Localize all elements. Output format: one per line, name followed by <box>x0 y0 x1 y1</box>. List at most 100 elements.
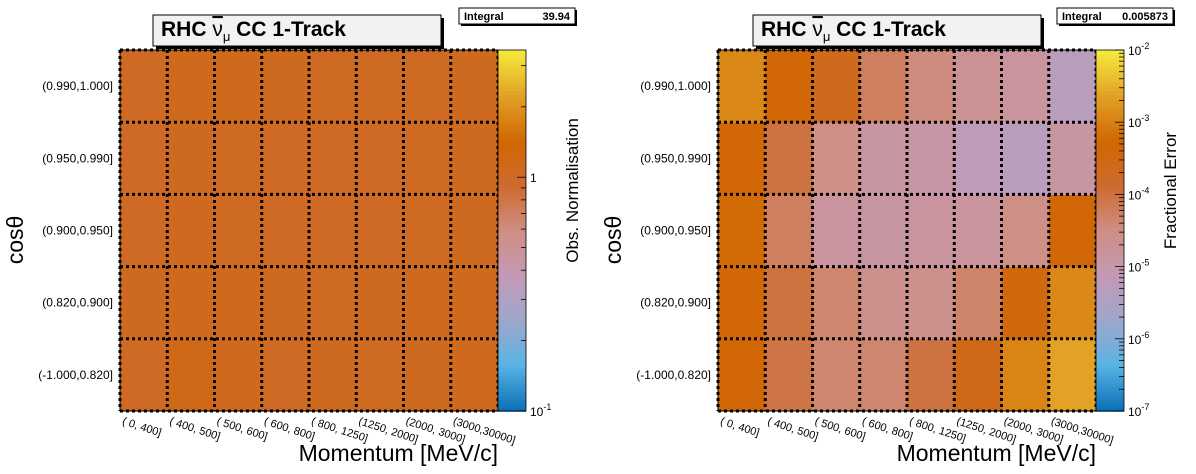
color-scale-step <box>498 214 526 220</box>
color-scale-step <box>1096 390 1124 396</box>
tick-exponent: -6 <box>1141 330 1149 340</box>
heatmap-cell <box>214 122 263 195</box>
color-scale-step <box>498 390 526 396</box>
x-axis-title: Momentum [MeV/c] <box>897 440 1096 466</box>
heatmap-cell <box>812 50 861 123</box>
color-scale-step <box>1096 314 1124 320</box>
color-scale-step <box>498 110 526 115</box>
x-tick-label: ( 500, 600] <box>215 415 269 443</box>
color-scale-step <box>1096 78 1124 83</box>
color-scale-step <box>498 74 526 79</box>
color-scale-step <box>1096 158 1124 164</box>
heatmap-cell <box>356 194 405 268</box>
color-scale-step <box>498 310 526 316</box>
heatmap-cell <box>309 338 357 412</box>
heatmap-cell <box>1048 338 1097 412</box>
x-axis-title: Momentum [MeV/c] <box>299 440 498 466</box>
color-scale-step <box>498 162 526 168</box>
color-scale-step <box>498 394 526 400</box>
color-scale-step <box>498 58 526 63</box>
color-scale-step <box>498 314 526 320</box>
color-scale-step <box>1096 182 1124 188</box>
heatmap-cell <box>1001 194 1050 268</box>
heatmap-cell <box>859 266 908 340</box>
color-scale-step <box>1096 334 1124 340</box>
color-scale-step <box>1096 398 1124 404</box>
color-scale-step <box>1096 258 1124 264</box>
color-scale-step <box>1096 386 1124 392</box>
color-scale-tick-label: 10-4 <box>1128 185 1149 202</box>
color-scale-step <box>498 150 526 156</box>
color-scale-step <box>498 126 526 132</box>
color-scale-step <box>1096 322 1124 328</box>
heatmap-cell <box>167 194 216 268</box>
heatmap-cell <box>765 266 814 340</box>
x-tick-label: ( 0, 400] <box>719 415 761 439</box>
heatmap-cell <box>954 122 1003 195</box>
title-prefix: RHC <box>761 18 812 41</box>
color-scale-step <box>498 86 526 91</box>
color-scale-step <box>498 282 526 288</box>
color-scale-step <box>1096 266 1124 272</box>
color-scale-step <box>1096 138 1124 144</box>
color-scale-step <box>498 350 526 356</box>
color-scale-step <box>1096 142 1124 148</box>
color-scale-step <box>1096 170 1124 176</box>
stats-label: Integral <box>1062 11 1102 23</box>
color-scale-step <box>1096 246 1124 252</box>
tick-mantissa: 10 <box>1128 405 1142 419</box>
heatmap-cell <box>214 266 263 340</box>
tick-exponent: -4 <box>1141 185 1149 195</box>
color-scale-step <box>1096 330 1124 336</box>
color-scale-step <box>1096 402 1124 408</box>
color-scale-step <box>498 246 526 252</box>
heatmap-cell <box>1001 122 1050 195</box>
color-scale-step <box>498 166 526 172</box>
color-scale-step <box>1096 202 1124 208</box>
color-scale-step <box>1096 366 1124 372</box>
color-scale-step <box>1096 298 1124 304</box>
color-scale-step <box>1096 238 1124 244</box>
color-scale-step <box>1096 358 1124 364</box>
heatmap-cell <box>120 50 168 123</box>
color-scale-step <box>1096 146 1124 152</box>
heatmap-cell <box>356 122 405 195</box>
color-scale-step <box>498 170 526 176</box>
y-axis-title: cosθ <box>2 216 28 265</box>
color-scale-step <box>498 330 526 336</box>
color-scale-step <box>1096 162 1124 168</box>
color-scale-step <box>1096 90 1124 95</box>
color-scale-step <box>498 326 526 332</box>
heatmap-cell <box>954 194 1003 268</box>
heatmap-cell <box>167 50 216 123</box>
color-scale-step <box>1096 94 1124 99</box>
color-scale-step <box>498 362 526 368</box>
stats-box <box>1056 7 1174 25</box>
y-tick-label: (0.990,1.000] <box>42 79 113 93</box>
color-scale-step <box>498 190 526 196</box>
color-scale-step <box>1096 294 1124 300</box>
x-tick-label: ( 400, 500] <box>168 415 222 443</box>
color-scale-step <box>498 318 526 324</box>
heatmap-cell <box>765 338 814 412</box>
heatmap-cell <box>765 194 814 268</box>
heatmap-cell <box>261 50 310 123</box>
color-scale-step <box>1096 362 1124 368</box>
heatmap-cell <box>309 266 357 340</box>
heatmap-cell <box>356 50 405 123</box>
heatmap-cell <box>1048 50 1097 123</box>
color-scale-step <box>498 210 526 216</box>
color-scale-step <box>498 402 526 408</box>
color-scale-step <box>498 90 526 95</box>
color-scale-step <box>1096 82 1124 87</box>
y-tick-label: (0.950,0.990] <box>640 151 711 165</box>
y-tick-label: (-1.000,0.820] <box>38 368 113 382</box>
color-scale-step <box>498 274 526 280</box>
stats-value: 39.94 <box>542 11 570 23</box>
color-scale-step <box>498 106 526 111</box>
color-scale-step <box>1096 306 1124 312</box>
heatmap-cells <box>718 50 1097 412</box>
title-box <box>752 14 1042 47</box>
color-scale-step <box>498 374 526 380</box>
y-tick-label: (0.900,0.950] <box>640 224 711 238</box>
